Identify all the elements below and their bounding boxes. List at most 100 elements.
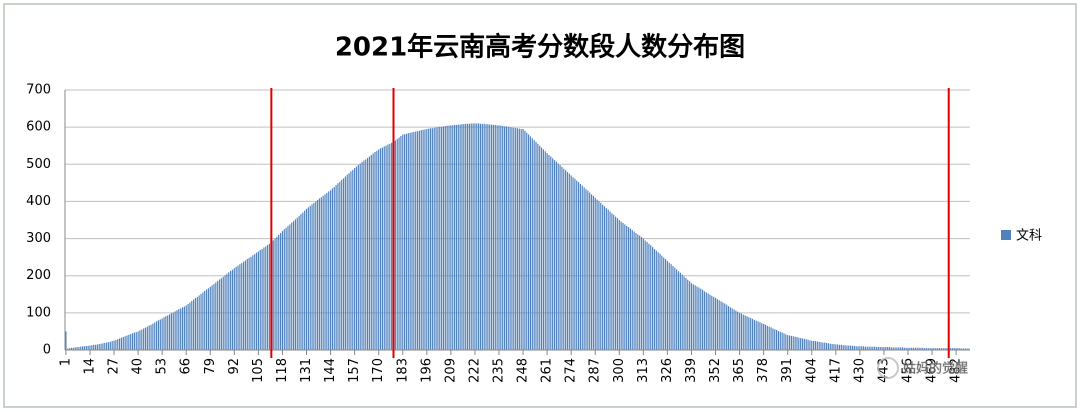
bar <box>505 126 507 351</box>
bar <box>605 208 607 350</box>
bar <box>91 345 93 350</box>
bar <box>128 334 130 350</box>
bar <box>701 289 704 350</box>
y-tick-label: 100 <box>26 305 51 320</box>
x-tick-label: 313 <box>636 358 651 383</box>
x-tick-label: 248 <box>516 358 531 383</box>
bar <box>298 215 300 350</box>
bar <box>296 217 298 350</box>
bar <box>455 124 458 351</box>
bar <box>661 255 663 350</box>
bar <box>244 260 247 350</box>
bar <box>681 274 683 350</box>
bar <box>472 123 474 350</box>
bar <box>535 142 537 350</box>
bar <box>898 347 900 350</box>
bar <box>196 296 198 350</box>
bar <box>204 290 206 350</box>
bar <box>635 233 637 350</box>
bar <box>920 347 922 350</box>
bar <box>946 348 948 350</box>
bar <box>450 125 452 351</box>
bar <box>874 346 876 350</box>
bar <box>879 347 881 350</box>
bar <box>96 344 98 350</box>
bar <box>748 317 750 350</box>
bar <box>418 130 421 350</box>
bar <box>796 337 798 350</box>
bar <box>770 327 772 350</box>
bar <box>670 264 672 350</box>
bar <box>537 143 539 350</box>
bar <box>311 204 313 350</box>
bar <box>516 128 519 350</box>
bar <box>370 155 372 350</box>
bar <box>313 202 315 350</box>
bar <box>239 264 241 350</box>
x-tick-label: 456 <box>901 358 916 383</box>
bar <box>126 335 128 350</box>
legend-swatch <box>1001 230 1011 240</box>
bar <box>798 337 800 350</box>
bar <box>557 163 559 350</box>
bar <box>570 175 572 350</box>
bar <box>106 342 108 350</box>
bar <box>422 129 424 350</box>
bar <box>468 123 470 350</box>
bar <box>500 125 502 351</box>
bar <box>424 129 426 350</box>
bar <box>209 286 211 350</box>
watermark: 姑妈的觉醒 <box>903 361 968 377</box>
bar <box>492 124 495 351</box>
y-tick-label: 400 <box>26 194 51 209</box>
bar <box>292 221 295 350</box>
bar <box>389 143 391 350</box>
bar <box>790 335 792 350</box>
x-tick-label: 14 <box>82 358 97 375</box>
bar <box>598 201 600 350</box>
bar <box>354 168 356 350</box>
bar <box>685 277 687 350</box>
bar <box>463 124 465 351</box>
bar <box>855 346 857 350</box>
bar <box>165 316 167 350</box>
bar <box>837 344 839 350</box>
bar <box>100 343 102 350</box>
bar <box>315 201 317 350</box>
bar <box>912 347 915 350</box>
x-tick-label: 1 <box>58 358 73 366</box>
bar <box>368 156 371 350</box>
x-tick-label: 326 <box>660 358 675 383</box>
bar <box>109 341 111 350</box>
bar <box>838 344 841 350</box>
x-tick-label: 417 <box>828 358 843 383</box>
bar <box>135 332 137 350</box>
bar <box>624 224 626 350</box>
x-tick-label: 430 <box>852 358 867 383</box>
bar <box>694 285 696 350</box>
bar <box>411 132 413 350</box>
bar <box>646 241 648 350</box>
bar <box>805 339 807 350</box>
x-tick-label: 209 <box>443 358 458 383</box>
bar <box>909 347 911 350</box>
bar <box>400 136 402 350</box>
bar <box>676 269 678 350</box>
bar <box>159 319 161 350</box>
bar <box>711 295 713 350</box>
bar <box>618 220 620 350</box>
x-tick-label: 352 <box>708 358 723 383</box>
bar <box>524 130 526 350</box>
bar <box>751 318 754 350</box>
bar <box>102 343 104 350</box>
bar <box>629 228 631 350</box>
bar <box>851 345 854 350</box>
bar <box>803 338 805 350</box>
bar <box>398 137 400 350</box>
bar <box>916 347 918 350</box>
bar <box>953 348 955 350</box>
bar <box>137 331 139 350</box>
bar <box>366 157 369 350</box>
bar <box>528 134 530 350</box>
bar <box>533 140 535 350</box>
